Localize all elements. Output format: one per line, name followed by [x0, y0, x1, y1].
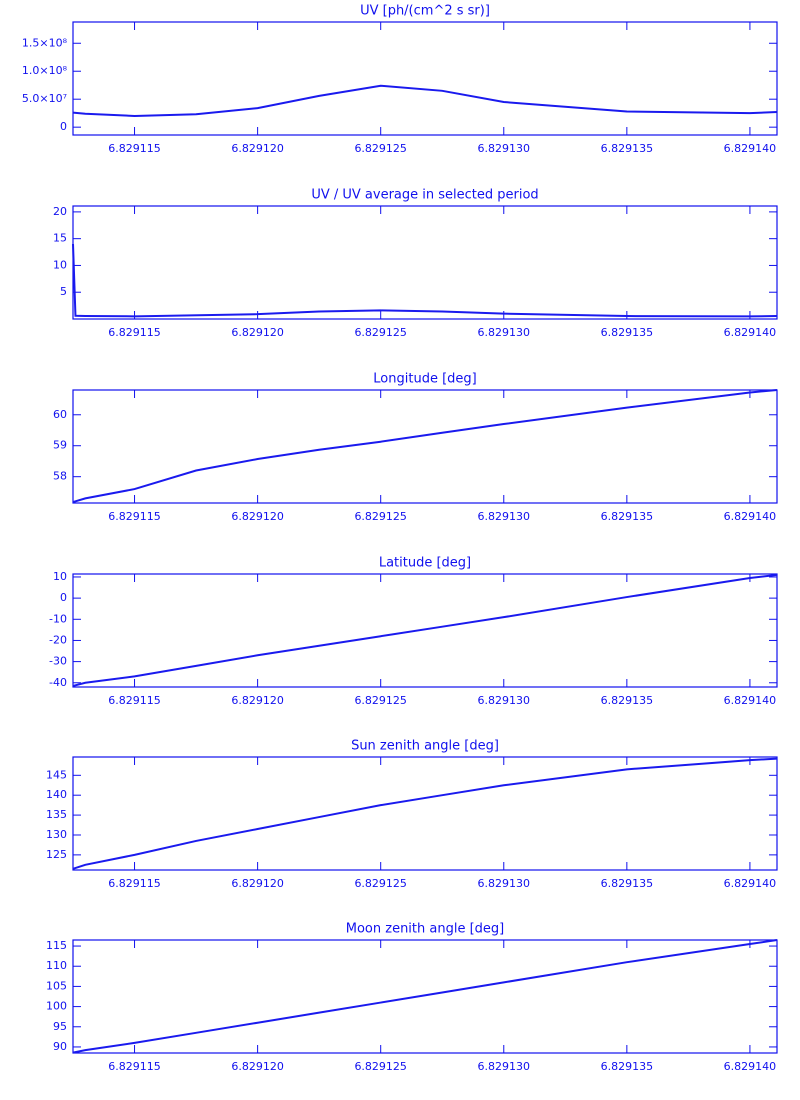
x-tick-label: 6.829115 [108, 142, 161, 155]
x-tick-label: 6.829135 [601, 1060, 654, 1073]
x-tick-label: 6.829125 [354, 326, 407, 339]
y-tick-label: 5.0×10⁷ [22, 92, 67, 105]
x-tick-label: 6.829125 [354, 142, 407, 155]
y-tick-label: 20 [53, 205, 67, 218]
x-tick-label: 6.829125 [354, 510, 407, 523]
y-tick-label: 0 [60, 591, 67, 604]
x-tick-label: 6.829115 [108, 694, 161, 707]
data-line [72, 757, 778, 870]
y-tick-label: -40 [49, 676, 67, 689]
y-tick-label: -20 [49, 633, 67, 646]
x-tick-label: 6.829140 [724, 142, 777, 155]
y-tick-label: 1.0×10⁸ [22, 64, 68, 77]
x-tick-label: 6.829140 [724, 1060, 777, 1073]
y-tick-label: 90 [53, 1040, 67, 1053]
y-tick-label: 105 [46, 979, 67, 992]
panel-title: Longitude [deg] [373, 372, 476, 387]
x-tick-label: 6.829120 [231, 510, 284, 523]
data-line [72, 84, 778, 117]
x-tick-label: 6.829115 [108, 877, 161, 890]
y-tick-label: 60 [53, 408, 67, 421]
y-tick-label: 145 [46, 768, 67, 781]
panel-title: Latitude [deg] [379, 556, 471, 571]
x-tick-label: 6.829135 [601, 142, 654, 155]
plot-frame [72, 389, 778, 504]
x-tick-label: 6.829120 [231, 694, 284, 707]
x-tick-label: 6.829115 [108, 510, 161, 523]
y-tick-label: 130 [46, 828, 67, 841]
x-tick-label: 6.829130 [478, 694, 531, 707]
y-tick-label: -10 [49, 612, 67, 625]
plot-frame [72, 573, 778, 688]
y-tick-label: 140 [46, 788, 67, 801]
data-line [72, 243, 778, 318]
panel-title: UV / UV average in selected period [311, 188, 538, 203]
plot-frame [72, 21, 778, 136]
x-tick-label: 6.829130 [478, 1060, 531, 1073]
x-tick-label: 6.829130 [478, 510, 531, 523]
x-tick-label: 6.829125 [354, 694, 407, 707]
x-tick-label: 6.829120 [231, 142, 284, 155]
x-tick-label: 6.829130 [478, 877, 531, 890]
data-line [72, 573, 778, 687]
x-tick-label: 6.829140 [724, 694, 777, 707]
x-tick-label: 6.829140 [724, 877, 777, 890]
y-tick-label: 5 [60, 285, 67, 298]
x-tick-label: 6.829135 [601, 877, 654, 890]
panel-title: Sun zenith angle [deg] [351, 739, 499, 754]
y-tick-label: 1.5×10⁸ [22, 36, 68, 49]
y-tick-label: 135 [46, 808, 67, 821]
x-tick-label: 6.829140 [724, 510, 777, 523]
x-tick-label: 6.829125 [354, 877, 407, 890]
y-tick-label: 125 [46, 848, 67, 861]
y-tick-label: 115 [46, 939, 67, 952]
y-tick-label: 59 [53, 439, 67, 452]
data-line [72, 389, 778, 504]
x-tick-label: 6.829120 [231, 1060, 284, 1073]
x-tick-label: 6.829120 [231, 877, 284, 890]
x-tick-label: 6.829120 [231, 326, 284, 339]
y-tick-label: 0 [60, 120, 67, 133]
x-tick-label: 6.829135 [601, 326, 654, 339]
plot-frame [72, 939, 778, 1054]
y-tick-label: -30 [49, 655, 67, 668]
y-tick-label: 95 [53, 1020, 67, 1033]
panel-title: UV [ph/(cm^2 s sr)] [360, 4, 490, 19]
x-tick-label: 6.829115 [108, 1060, 161, 1073]
y-tick-label: 10 [53, 258, 67, 271]
x-tick-label: 6.829115 [108, 326, 161, 339]
y-tick-label: 15 [53, 232, 67, 245]
plot-frame [72, 756, 778, 871]
x-tick-label: 6.829125 [354, 1060, 407, 1073]
y-tick-label: 10 [53, 570, 67, 583]
x-tick-label: 6.829130 [478, 326, 531, 339]
panel-title: Moon zenith angle [deg] [346, 922, 504, 937]
x-tick-label: 6.829135 [601, 694, 654, 707]
y-tick-label: 100 [46, 1000, 67, 1013]
x-tick-label: 6.829135 [601, 510, 654, 523]
y-tick-label: 110 [46, 959, 67, 972]
x-tick-label: 6.829130 [478, 142, 531, 155]
y-tick-label: 58 [53, 470, 67, 483]
x-tick-label: 6.829140 [724, 326, 777, 339]
plot-frame [72, 205, 778, 320]
data-line [72, 939, 778, 1054]
